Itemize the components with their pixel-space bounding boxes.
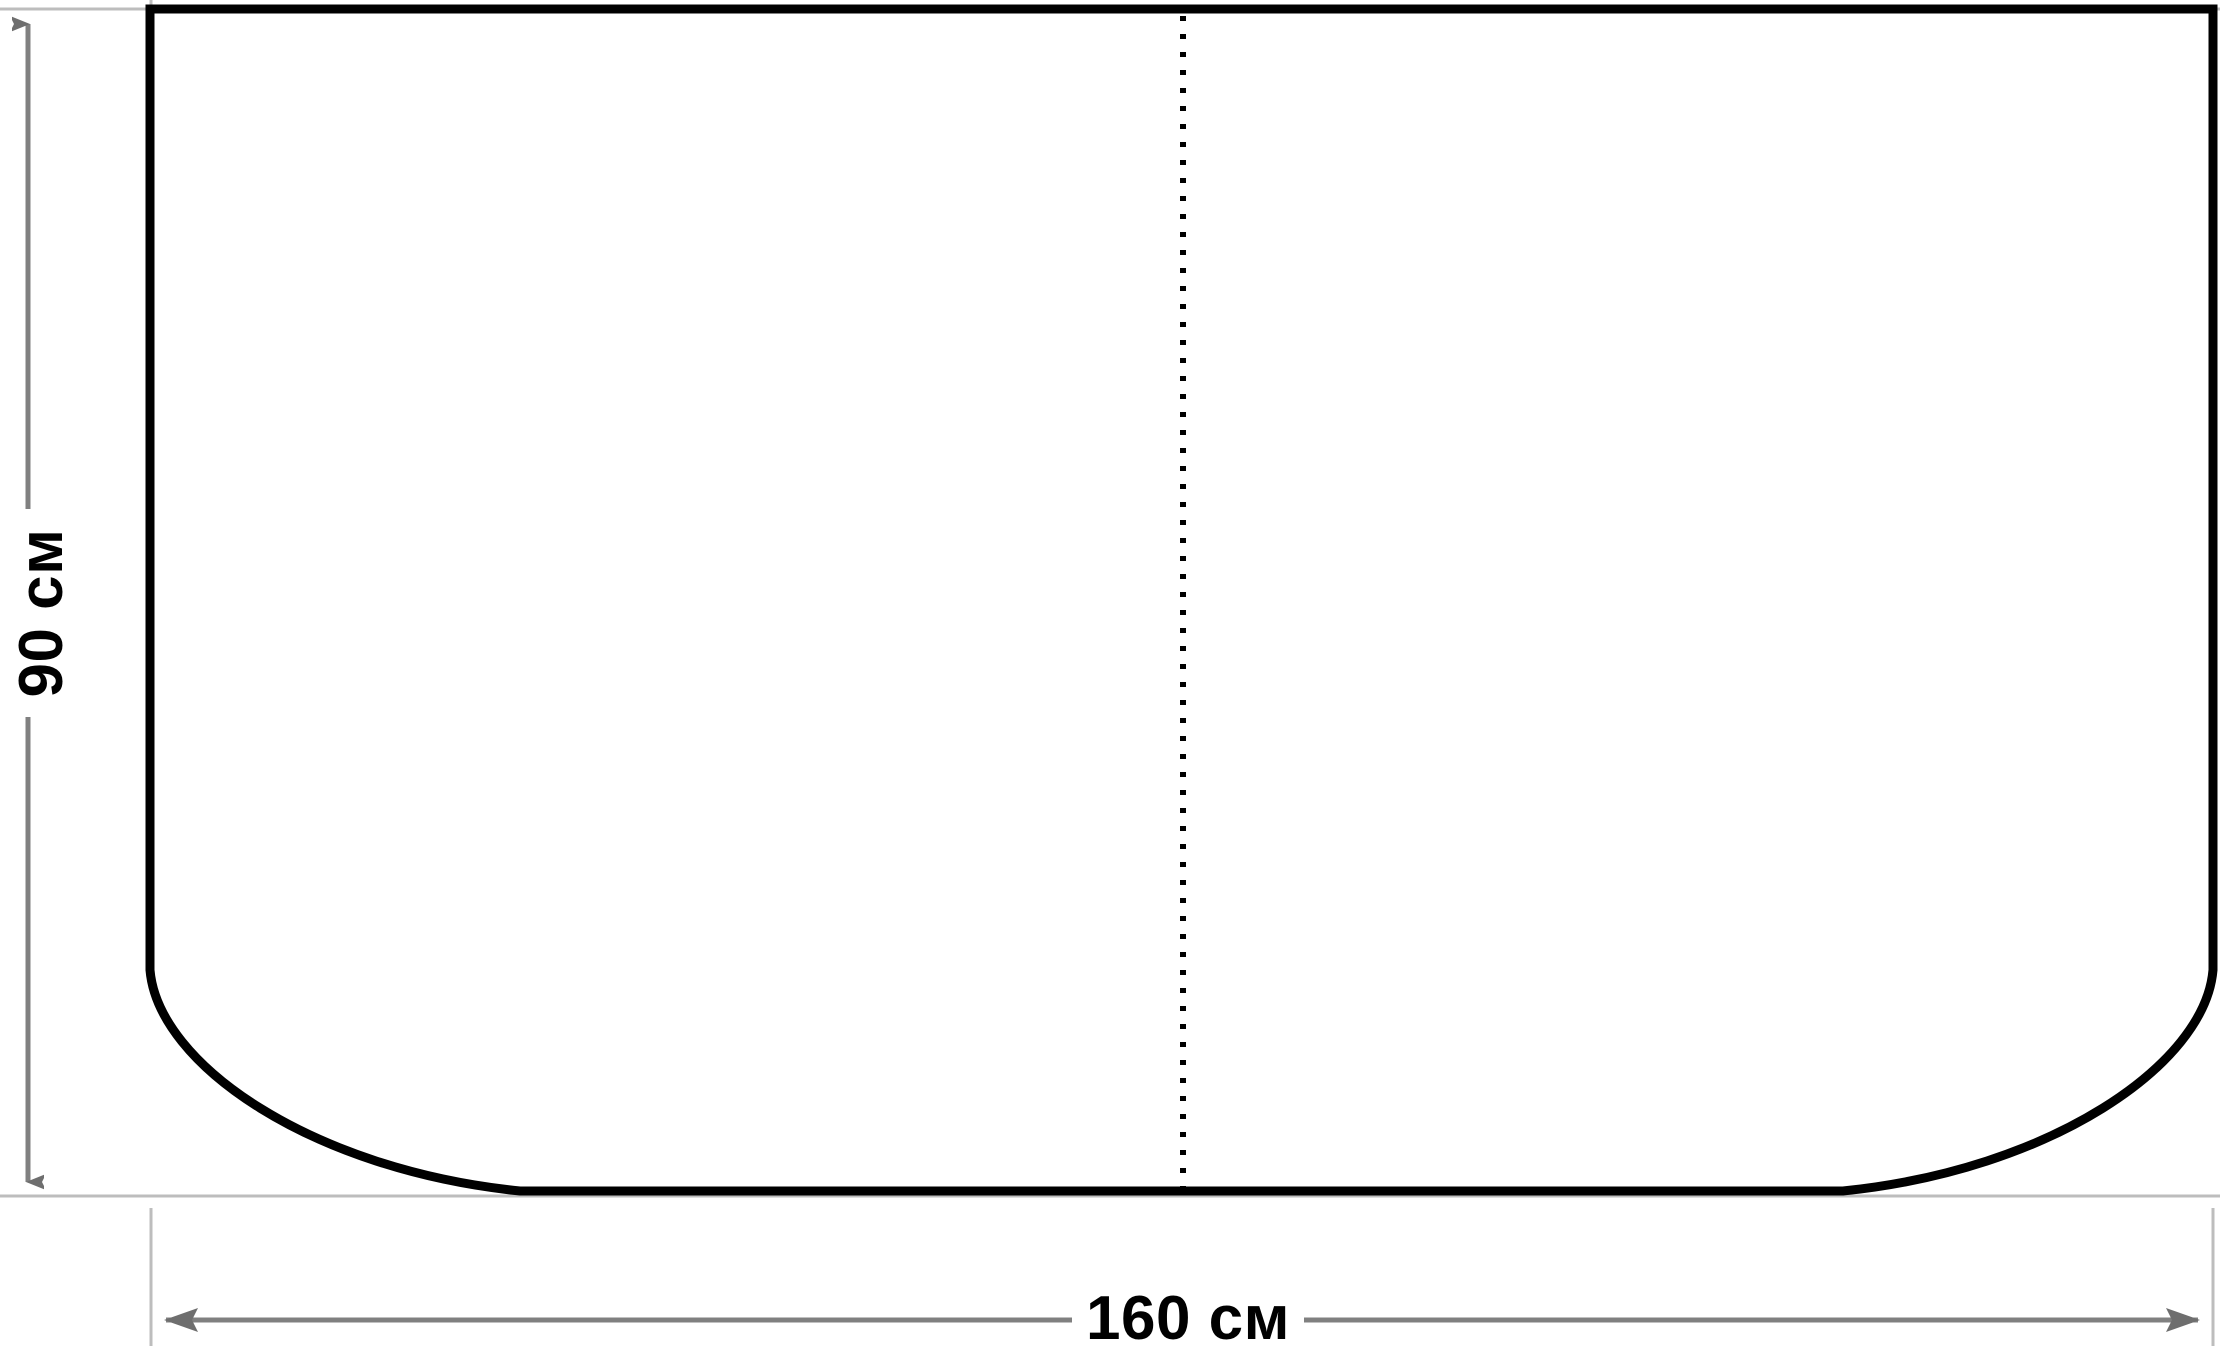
width-dimension-label: 160 см [1072,1282,1305,1346]
pattern-outline [145,4,2218,1196]
height-dimension-label: 90 см [5,509,79,717]
